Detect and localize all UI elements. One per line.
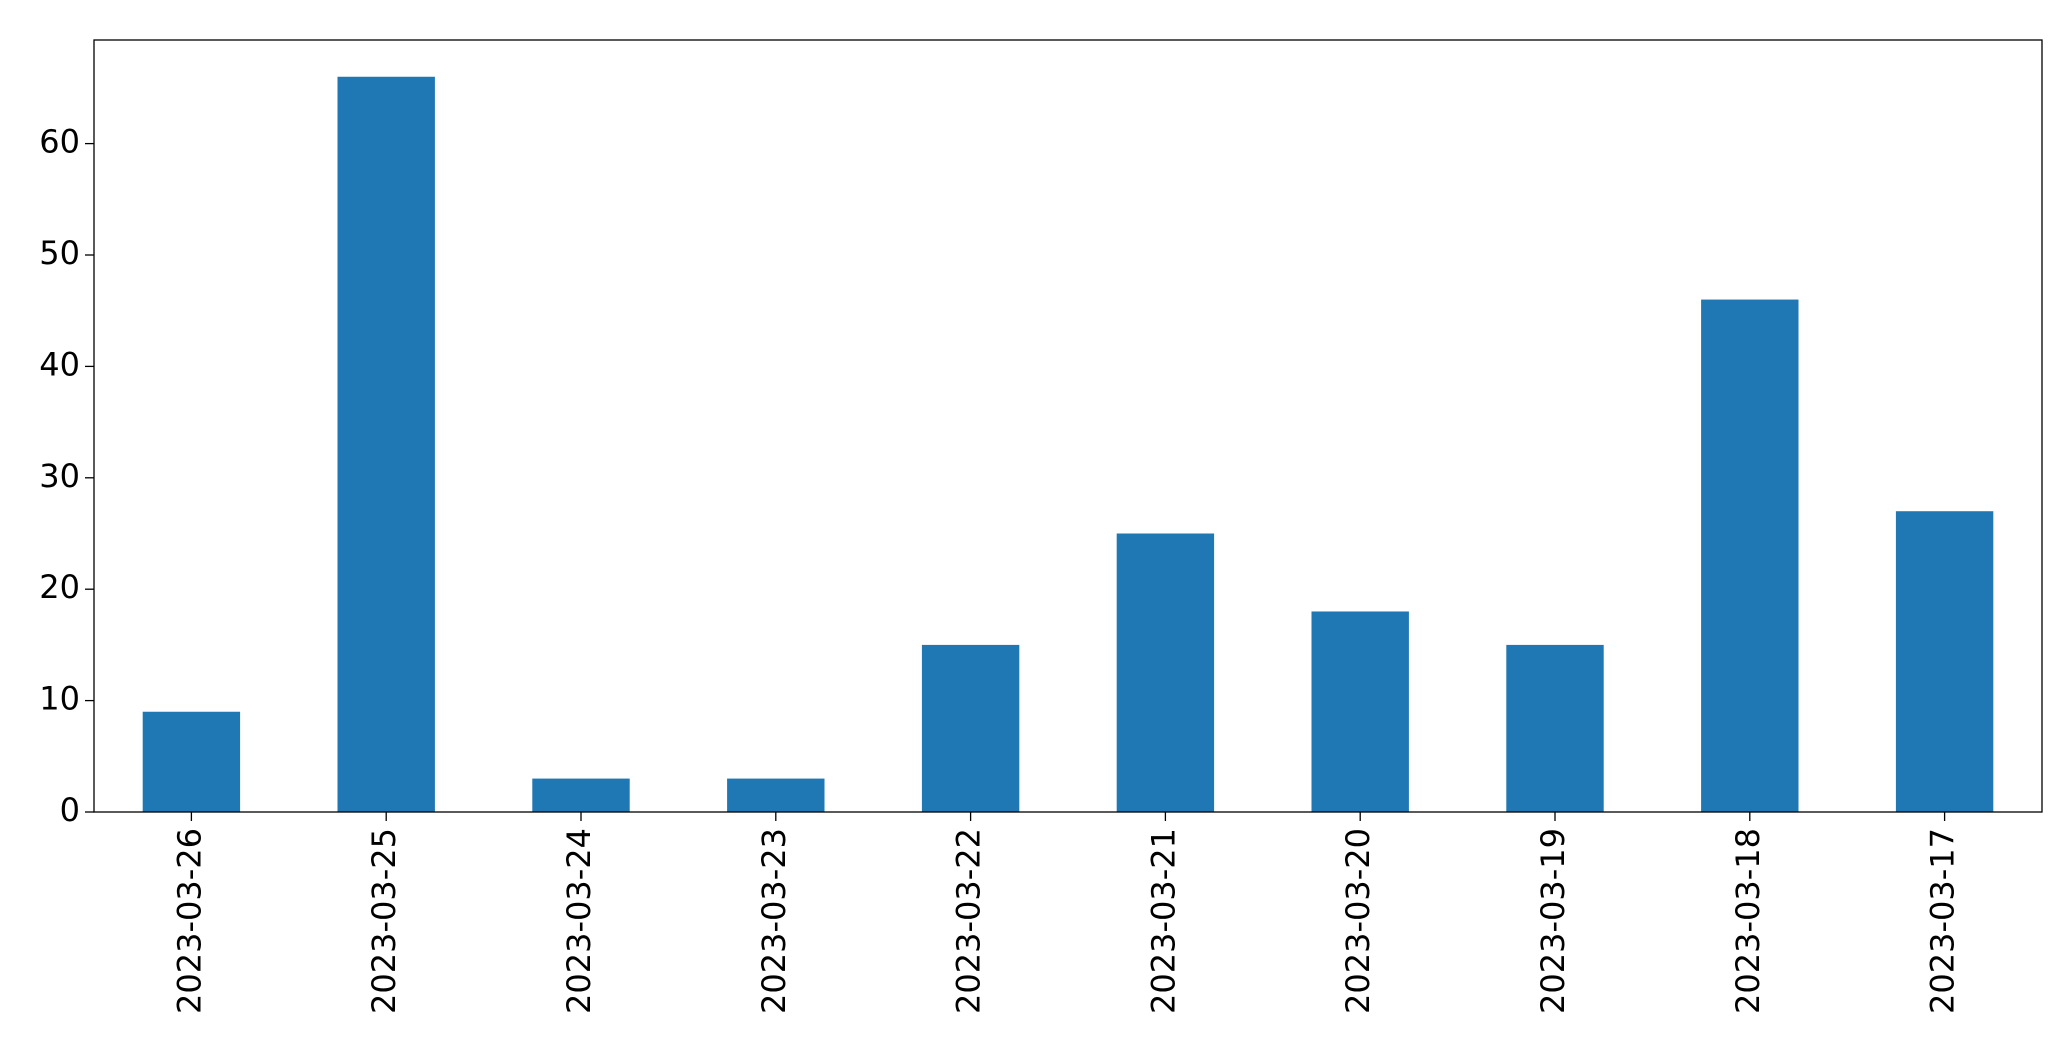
x-tick-label: 2023-03-20 xyxy=(1339,828,1377,1014)
x-tick-label: 2023-03-26 xyxy=(170,828,208,1014)
y-tick-label: 10 xyxy=(39,680,80,718)
x-tick-label: 2023-03-21 xyxy=(1144,828,1182,1014)
plot-frame xyxy=(93,39,2043,813)
bar xyxy=(532,778,630,812)
x-tick-label: 2023-03-23 xyxy=(755,828,793,1014)
y-tick-label: 60 xyxy=(39,123,80,161)
x-tick-label: 2023-03-22 xyxy=(950,828,988,1014)
bar xyxy=(142,711,241,812)
bar xyxy=(337,76,435,812)
y-tick-label: 40 xyxy=(39,345,80,383)
x-tick-label: 2023-03-19 xyxy=(1534,828,1572,1014)
bar xyxy=(1701,299,1799,812)
bar xyxy=(921,644,1020,812)
x-tick-label: 2023-03-18 xyxy=(1729,828,1767,1014)
x-tick-label: 2023-03-25 xyxy=(365,828,403,1014)
bar xyxy=(727,778,825,812)
x-tick-label: 2023-03-24 xyxy=(560,828,598,1014)
bar xyxy=(1506,644,1604,812)
bar xyxy=(1311,611,1409,812)
bar xyxy=(1116,533,1215,812)
y-tick-label: 50 xyxy=(39,234,80,272)
y-tick-label: 30 xyxy=(39,457,80,495)
y-tick-label: 20 xyxy=(39,568,80,606)
x-tick-label: 2023-03-17 xyxy=(1924,828,1962,1014)
bar xyxy=(1895,511,1994,812)
y-tick-label: 0 xyxy=(60,791,80,829)
